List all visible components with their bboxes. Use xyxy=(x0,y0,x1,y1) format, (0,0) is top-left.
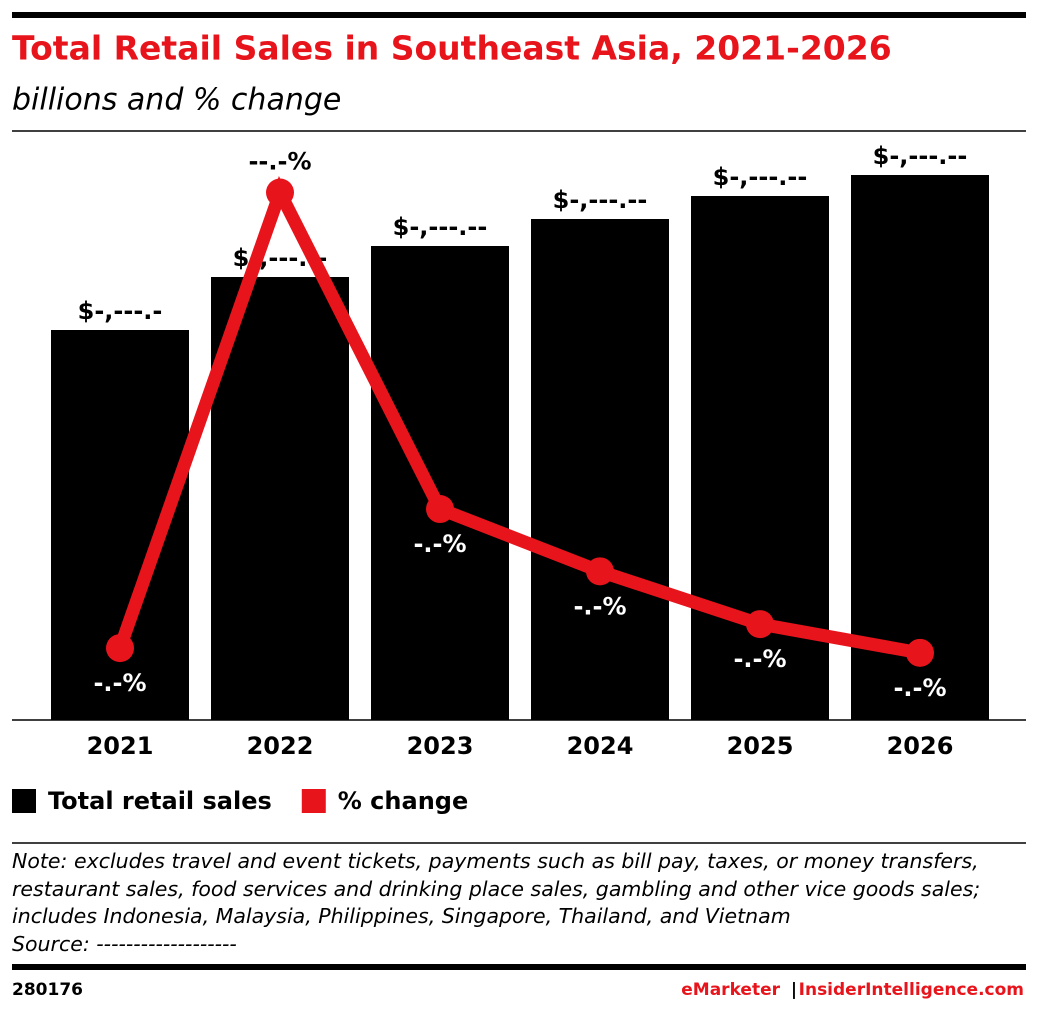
x-tick-label: 2024 xyxy=(567,732,634,760)
legend-swatch xyxy=(12,789,36,813)
legend-label: % change xyxy=(338,787,468,815)
bar xyxy=(371,246,509,720)
separator: | xyxy=(791,980,797,1000)
bar xyxy=(851,175,989,720)
bar-value-label: $-,---.-- xyxy=(873,142,968,170)
line-value-label: -.-% xyxy=(413,530,466,558)
site: InsiderIntelligence.com xyxy=(799,980,1024,1000)
source: Source: ------------------- xyxy=(12,931,237,956)
bar xyxy=(691,196,829,720)
top-rule xyxy=(12,12,1026,18)
line-value-label: -.-% xyxy=(893,674,946,702)
legend-swatch xyxy=(301,789,326,813)
line-value-label: -.-% xyxy=(573,592,626,620)
bar-value-label: $-,---.-- xyxy=(713,163,808,191)
bar xyxy=(211,277,349,720)
line-point xyxy=(906,638,934,667)
note: Note: excludes travel and event tickets,… xyxy=(12,849,981,928)
x-tick-label: 2025 xyxy=(727,732,794,760)
footer-rule xyxy=(12,964,1026,970)
line-point xyxy=(266,178,294,207)
note-block: Note: excludes travel and event tickets,… xyxy=(12,848,1027,958)
x-tick-label: 2021 xyxy=(87,732,154,760)
x-tick-label: 2023 xyxy=(407,732,474,760)
chart-subtitle: billions and % change xyxy=(12,83,341,118)
line-point xyxy=(586,557,614,586)
line-point xyxy=(106,634,134,663)
chart-title: Total Retail Sales in Southeast Asia, 20… xyxy=(12,29,892,68)
line-value-label: -.-% xyxy=(93,669,146,697)
line-point xyxy=(426,495,454,524)
bar xyxy=(531,219,669,720)
bar-value-label: $-,---.- xyxy=(78,297,163,325)
line xyxy=(113,175,922,660)
line-value-label: --.-% xyxy=(248,148,311,176)
legend-label: Total retail sales xyxy=(48,787,272,815)
bar-value-label: $-,---.-- xyxy=(553,186,648,214)
line-point xyxy=(746,610,774,639)
chart-id: 280176 xyxy=(12,980,83,1000)
x-tick-label: 2026 xyxy=(887,732,954,760)
line-value-label: -.-% xyxy=(733,645,786,673)
brand: eMarketer xyxy=(681,980,780,1000)
x-tick-label: 2022 xyxy=(247,732,314,760)
bar-value-label: $-,---.-- xyxy=(393,213,488,241)
